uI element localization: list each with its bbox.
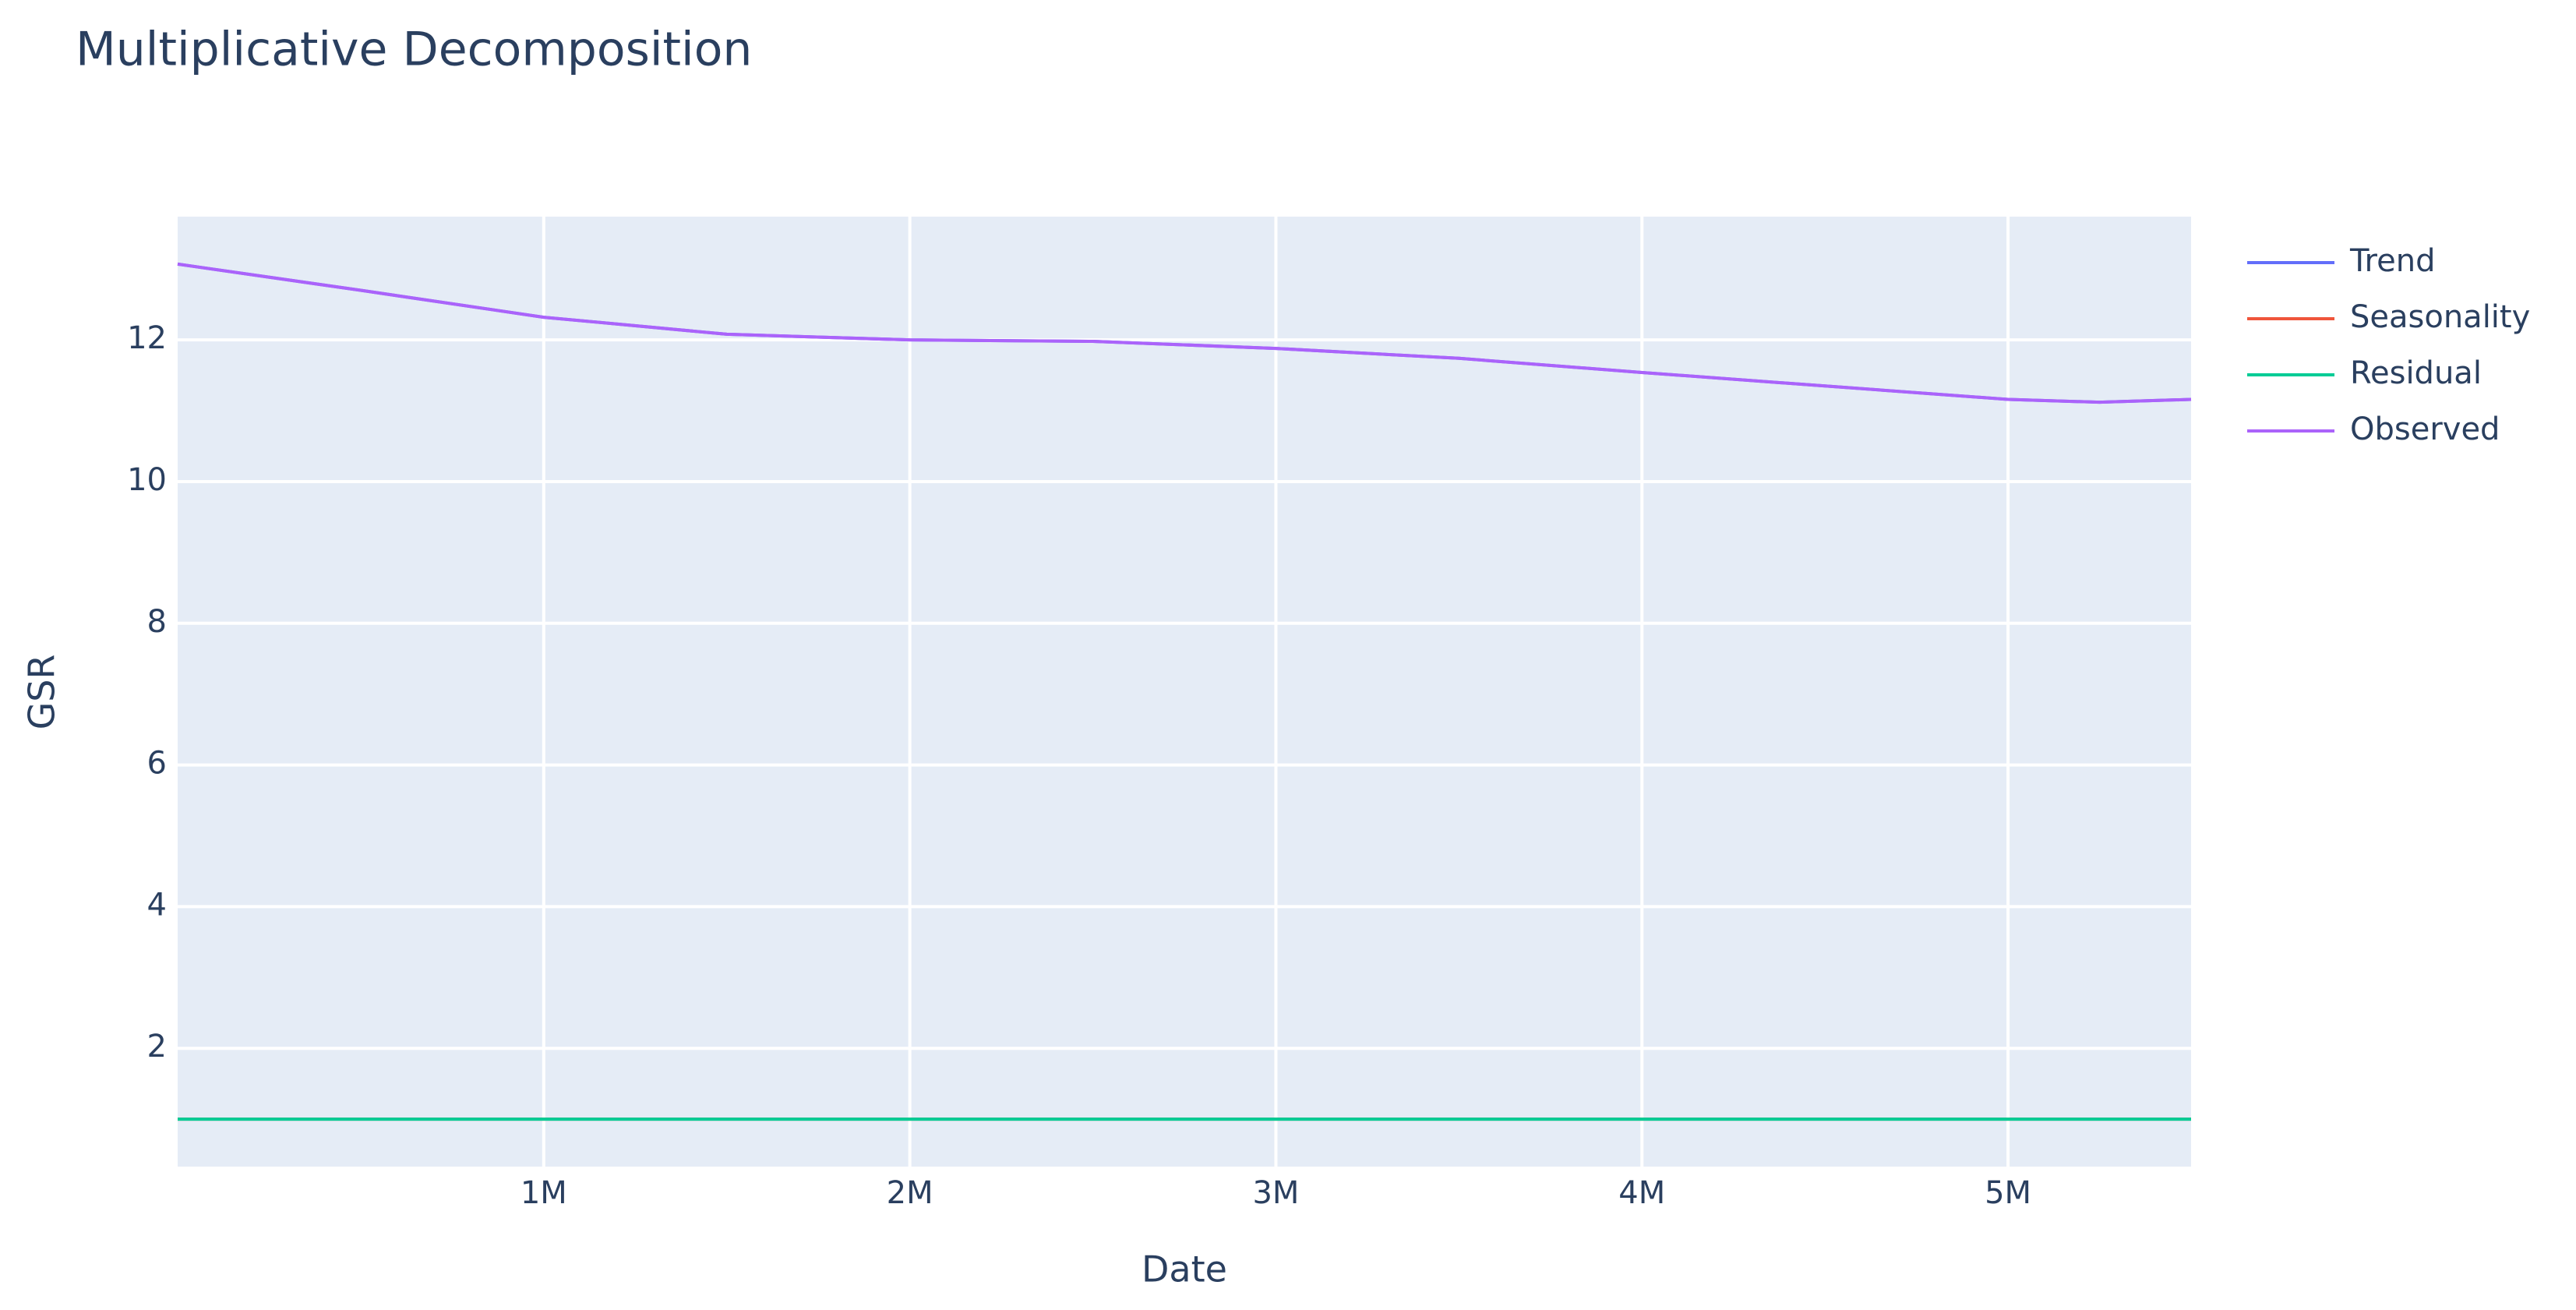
series-line xyxy=(177,262,2192,404)
y-tick-label: 2 xyxy=(147,1029,167,1065)
x-tick-label: 4M xyxy=(1618,1175,1665,1211)
legend-label: Seasonality xyxy=(2350,299,2530,335)
y-tick-label: 6 xyxy=(147,746,167,782)
y-tick-label: 8 xyxy=(147,604,167,640)
plot-area xyxy=(178,217,2191,1167)
legend-label: Trend xyxy=(2349,243,2435,279)
y-tick-label: 10 xyxy=(127,462,167,498)
y-tick-label: 4 xyxy=(147,887,167,923)
y-axis-title: GSR xyxy=(21,655,63,730)
legend-label: Residual xyxy=(2350,355,2482,391)
x-tick-label: 3M xyxy=(1252,1175,1299,1211)
y-tick-label: 12 xyxy=(127,320,167,356)
x-axis-title: Date xyxy=(1142,1248,1227,1291)
x-tick-label: 1M xyxy=(520,1175,567,1211)
chart-title: Multiplicative Decomposition xyxy=(76,23,752,77)
legend-label: Observed xyxy=(2350,411,2500,447)
x-tick-label: 5M xyxy=(1985,1175,2031,1211)
x-tick-label: 2M xyxy=(887,1175,933,1211)
